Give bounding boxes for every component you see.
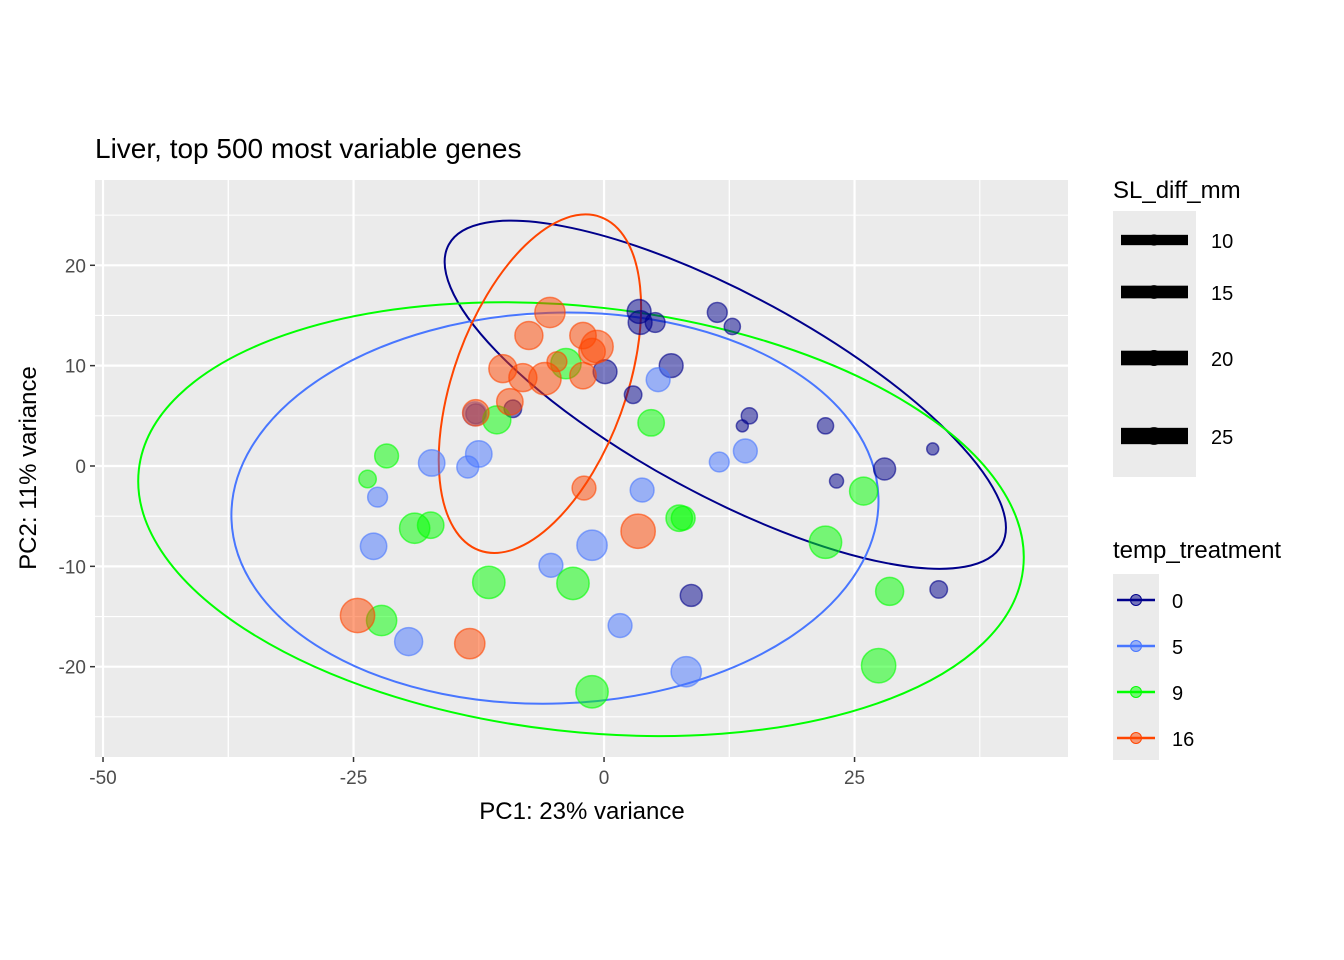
data-point-0 bbox=[816, 417, 835, 435]
size-key-point bbox=[1146, 350, 1162, 366]
y-tick-label: 20 bbox=[65, 256, 86, 277]
data-point-16 bbox=[534, 296, 566, 329]
data-point-9 bbox=[556, 566, 590, 601]
size-legend-label: 15 bbox=[1211, 283, 1233, 305]
data-point-16 bbox=[578, 337, 606, 366]
color-legend: 0 5 9 16 bbox=[1117, 591, 1194, 751]
data-point-5 bbox=[670, 655, 703, 688]
data-point-9 bbox=[471, 565, 506, 600]
data-point-16 bbox=[514, 320, 544, 351]
y-tick-label: -10 bbox=[59, 557, 86, 578]
data-point-9 bbox=[575, 674, 609, 709]
data-point-0 bbox=[929, 579, 949, 599]
data-point-0 bbox=[828, 473, 845, 489]
data-point-16 bbox=[461, 398, 490, 427]
confidence-ellipse-16 bbox=[437, 213, 643, 554]
size-legend-label: 25 bbox=[1211, 427, 1233, 449]
size-key-point bbox=[1148, 234, 1160, 246]
data-point-0 bbox=[872, 457, 897, 481]
color-legend-title: temp_treatment bbox=[1113, 537, 1281, 564]
size-legend-label: 10 bbox=[1211, 231, 1233, 253]
data-point-16 bbox=[528, 361, 562, 396]
data-point-9 bbox=[358, 469, 378, 489]
data-point-0 bbox=[679, 583, 703, 608]
data-point-5 bbox=[732, 438, 758, 464]
color-legend-label: 9 bbox=[1172, 683, 1183, 705]
data-points bbox=[339, 296, 949, 709]
color-key-point bbox=[1130, 732, 1142, 744]
data-point-9 bbox=[860, 647, 897, 684]
color-legend-label: 5 bbox=[1172, 637, 1183, 659]
axis-ticks: -50 -25 0 25 -20 -10 0 10 20 bbox=[59, 256, 866, 789]
data-point-9 bbox=[874, 576, 905, 607]
x-tick-label: -25 bbox=[340, 768, 367, 789]
y-tick-label: -20 bbox=[59, 658, 86, 679]
data-point-16 bbox=[571, 475, 597, 501]
size-legend-title: SL_diff_mm bbox=[1113, 177, 1241, 204]
data-point-5 bbox=[576, 529, 608, 562]
confidence-ellipse-0 bbox=[443, 219, 1007, 570]
size-key-point bbox=[1147, 285, 1161, 299]
data-point-0 bbox=[925, 442, 940, 456]
y-tick-label: 10 bbox=[65, 357, 86, 378]
color-key-point bbox=[1130, 594, 1142, 606]
color-key-point bbox=[1130, 686, 1142, 698]
data-point-16 bbox=[453, 627, 486, 660]
confidence-ellipse-9 bbox=[137, 301, 1025, 738]
data-point-0 bbox=[735, 419, 750, 433]
data-point-5 bbox=[417, 449, 446, 477]
data-point-9 bbox=[848, 476, 879, 506]
y-tick-label: 0 bbox=[75, 457, 86, 478]
data-point-5 bbox=[359, 532, 388, 561]
color-legend-label: 16 bbox=[1172, 729, 1194, 751]
data-point-5 bbox=[538, 552, 564, 578]
data-point-9 bbox=[670, 505, 696, 531]
data-point-9 bbox=[808, 525, 843, 560]
size-legend-label: 20 bbox=[1211, 349, 1233, 371]
plot-panel bbox=[95, 180, 1068, 757]
data-point-9 bbox=[637, 408, 666, 437]
data-point-16 bbox=[339, 597, 376, 634]
x-tick-label: 0 bbox=[599, 768, 610, 789]
data-point-9 bbox=[373, 443, 400, 469]
x-tick-label: 25 bbox=[844, 768, 865, 789]
color-key-point bbox=[1130, 640, 1142, 652]
size-legend: 10 15 20 25 bbox=[1121, 231, 1233, 449]
x-tick-label: -50 bbox=[89, 768, 116, 789]
data-point-5 bbox=[629, 477, 655, 503]
data-point-5 bbox=[645, 367, 671, 393]
data-point-5 bbox=[366, 486, 389, 508]
data-point-5 bbox=[607, 612, 633, 639]
data-point-0 bbox=[623, 385, 643, 405]
data-point-16 bbox=[495, 387, 524, 416]
data-point-0 bbox=[644, 311, 666, 334]
color-legend-label: 0 bbox=[1172, 591, 1183, 613]
data-point-0 bbox=[706, 301, 728, 324]
data-point-5 bbox=[456, 455, 480, 479]
size-key-point bbox=[1145, 427, 1163, 445]
data-point-16 bbox=[620, 513, 657, 550]
data-point-9 bbox=[416, 511, 445, 540]
data-point-0 bbox=[723, 317, 742, 336]
data-point-5 bbox=[708, 451, 730, 473]
data-point-16 bbox=[569, 361, 597, 390]
y-axis-label: PC2: 11% variance bbox=[15, 366, 42, 570]
chart-title: Liver, top 500 most variable genes bbox=[95, 133, 521, 164]
x-axis-label: PC1: 23% variance bbox=[479, 798, 684, 825]
data-point-5 bbox=[393, 626, 424, 657]
